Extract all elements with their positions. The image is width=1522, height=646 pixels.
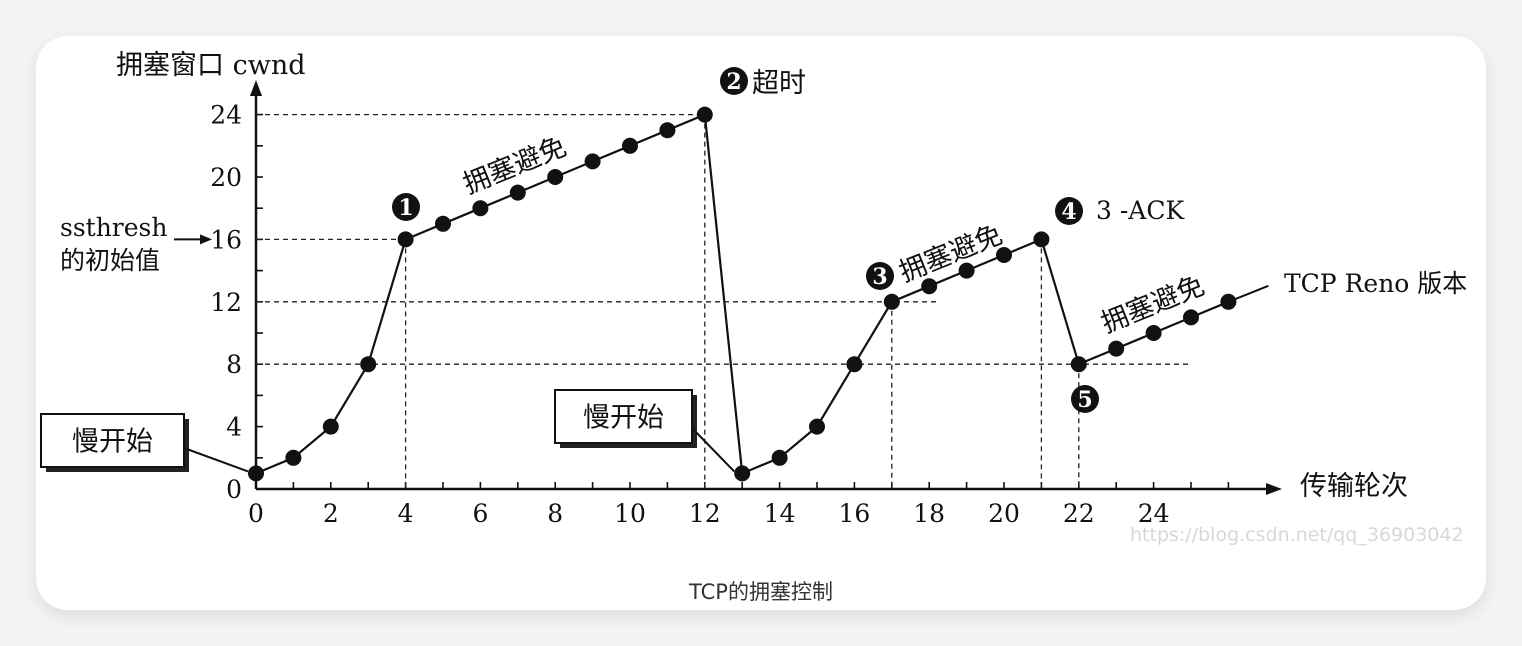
data-point (659, 122, 676, 139)
data-point (472, 200, 489, 217)
timeout-label: 超时 (752, 68, 806, 99)
x-axis-title: 传输轮次 (1300, 471, 1408, 502)
figure-caption: TCP的拥塞控制 (689, 580, 833, 604)
three-ack-label: 3 -ACK (1096, 196, 1185, 225)
data-point (883, 293, 900, 310)
data-point (1070, 356, 1087, 373)
slow-start-1-box (40, 413, 185, 468)
data-point (996, 247, 1012, 263)
y-axis-arrow (250, 80, 262, 96)
data-point (622, 137, 638, 154)
data-point (285, 449, 302, 466)
x-tick-label: 12 (689, 499, 721, 528)
data-point (435, 215, 451, 232)
ssthresh-label-line2: 的初始值 (60, 246, 161, 275)
data-point (360, 356, 377, 373)
x-tick-label: 2 (323, 499, 339, 528)
x-tick-label: 16 (838, 499, 870, 528)
data-point (734, 465, 751, 482)
data-point (509, 184, 526, 201)
ssthresh-label: ssthresh 的初始值 (60, 211, 167, 277)
x-axis-arrow (1266, 483, 1282, 495)
y-axis-title: 拥塞窗口 cwnd (116, 50, 306, 81)
data-point (547, 169, 564, 185)
figure-card: 拥塞窗口 cwnd 传输轮次 0 2 4 6 8 10 12 14 16 18 20 22 24 0 4 8 12 1… (36, 36, 1486, 610)
data-point (921, 278, 938, 295)
data-point (584, 153, 601, 170)
marker-5-number: 5 (1077, 387, 1092, 413)
x-tick-label: 0 (248, 499, 264, 528)
x-tick-label: 14 (764, 499, 796, 528)
data-point (1183, 309, 1199, 326)
data-point (1220, 293, 1237, 310)
ssthresh-arrowhead (200, 234, 212, 245)
y-tick-label: 8 (226, 350, 242, 379)
marker-2-circle (720, 67, 748, 95)
slow-start-2-label: 慢开始 (583, 403, 664, 434)
x-tick-label: 20 (988, 499, 1020, 528)
slow-start-1-pointer (183, 447, 249, 473)
y-tick-label: 20 (210, 163, 242, 192)
x-tick-label: 4 (398, 499, 414, 528)
ssthresh-label-line1: ssthresh (60, 213, 168, 242)
data-point (1033, 231, 1050, 248)
marker-5-circle (1071, 385, 1099, 413)
y-tick-label: 16 (210, 225, 242, 254)
marker-2-number: 2 (726, 69, 741, 95)
slow-start-2-pointer (691, 427, 735, 473)
data-point (771, 449, 788, 466)
x-tick-label: 8 (547, 499, 563, 528)
slow-start-2-box (554, 389, 693, 444)
marker-4-circle (1055, 197, 1083, 225)
y-tick-label: 0 (226, 475, 242, 504)
data-point (809, 418, 825, 435)
y-tick-label: 4 (226, 413, 242, 442)
data-point (248, 465, 264, 482)
cwnd-line (255, 113, 1229, 475)
data-point (322, 418, 339, 435)
x-tick-label: 22 (1063, 499, 1095, 528)
x-tick-label: 6 (472, 499, 488, 528)
data-point (958, 262, 975, 279)
x-tick-label: 18 (913, 499, 945, 528)
marker-3-number: 3 (872, 264, 887, 290)
watermark: https://blog.csdn.net/qq_36903042 (1130, 524, 1464, 546)
slow-start-1-label: 慢开始 (72, 427, 153, 458)
marker-1-number: 1 (398, 195, 413, 221)
data-point (397, 231, 414, 248)
data-point (1108, 340, 1125, 357)
x-tick-label: 24 (1138, 499, 1170, 528)
x-tick-label: 10 (614, 499, 646, 528)
data-point (846, 356, 863, 373)
marker-1-circle (392, 193, 420, 221)
marker-3-circle (866, 262, 894, 290)
data-point (696, 106, 713, 123)
y-tick-label: 12 (210, 288, 242, 317)
marker-4-number: 4 (1061, 199, 1076, 225)
data-point (1145, 325, 1162, 341)
reno-label: TCP Reno 版本 (1284, 269, 1467, 298)
y-tick-label: 24 (210, 101, 242, 130)
